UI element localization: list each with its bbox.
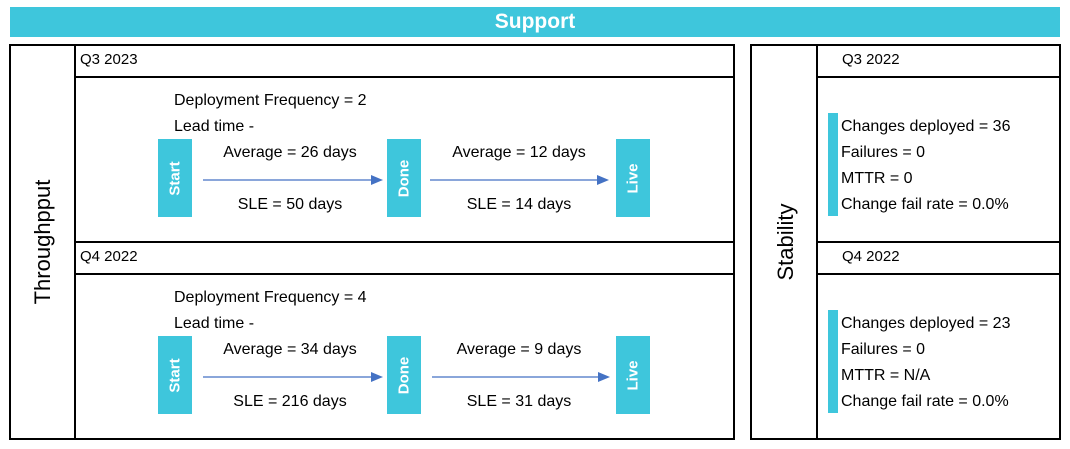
throughput-row-divider bbox=[74, 241, 735, 243]
flow-arrow bbox=[430, 173, 609, 187]
throughput-quarter-label: Q3 2023 bbox=[80, 51, 138, 68]
stage-done: Done bbox=[387, 139, 421, 217]
stability-accent-bar bbox=[828, 113, 838, 216]
stability-quarter-label: Q3 2022 bbox=[842, 51, 900, 68]
flow-arrow bbox=[203, 173, 383, 187]
segment-average: Average = 34 days bbox=[223, 341, 357, 358]
stability-quarter-label: Q4 2022 bbox=[842, 248, 900, 265]
segment-sle: SLE = 50 days bbox=[237, 196, 343, 213]
changes-deployed: Changes deployed = 23 bbox=[841, 315, 1011, 332]
segment-average: Average = 9 days bbox=[456, 341, 582, 358]
segment-average: Average = 12 days bbox=[452, 144, 586, 161]
stage-start: Start bbox=[158, 336, 192, 414]
deployment-frequency: Deployment Frequency = 2 bbox=[174, 92, 367, 109]
change-fail-rate: Change fail rate = 0.0% bbox=[841, 196, 1009, 213]
page-title: Support bbox=[10, 7, 1060, 37]
failures: Failures = 0 bbox=[841, 144, 926, 161]
stage-done: Done bbox=[387, 336, 421, 414]
stability-row-divider bbox=[816, 273, 1061, 275]
mttr: MTTR = N/A bbox=[841, 367, 931, 384]
deployment-frequency: Deployment Frequency = 4 bbox=[174, 289, 367, 306]
failures: Failures = 0 bbox=[841, 341, 926, 358]
lead-time-label: Lead time - bbox=[174, 118, 255, 135]
throughput-label: Throughpput bbox=[30, 179, 55, 305]
segment-sle: SLE = 14 days bbox=[466, 196, 572, 213]
flow-arrow bbox=[203, 370, 383, 384]
stage-live: Live bbox=[616, 336, 650, 414]
mttr: MTTR = 0 bbox=[841, 170, 913, 187]
flow-arrow bbox=[432, 370, 610, 384]
changes-deployed: Changes deployed = 36 bbox=[841, 118, 1011, 135]
stability-row-divider bbox=[816, 76, 1061, 78]
throughput-row-divider bbox=[74, 76, 735, 78]
stage-live: Live bbox=[616, 139, 650, 217]
stability-row-divider bbox=[816, 241, 1061, 243]
stability-accent-bar bbox=[828, 310, 838, 413]
stability-label: Stability bbox=[773, 203, 798, 281]
throughput-row-divider bbox=[74, 273, 735, 275]
segment-average: Average = 26 days bbox=[223, 144, 357, 161]
segment-sle: SLE = 216 days bbox=[233, 393, 347, 410]
change-fail-rate: Change fail rate = 0.0% bbox=[841, 393, 1009, 410]
throughput-quarter-label: Q4 2022 bbox=[80, 248, 138, 265]
stage-start: Start bbox=[158, 139, 192, 217]
lead-time-label: Lead time - bbox=[174, 315, 255, 332]
segment-sle: SLE = 31 days bbox=[466, 393, 572, 410]
